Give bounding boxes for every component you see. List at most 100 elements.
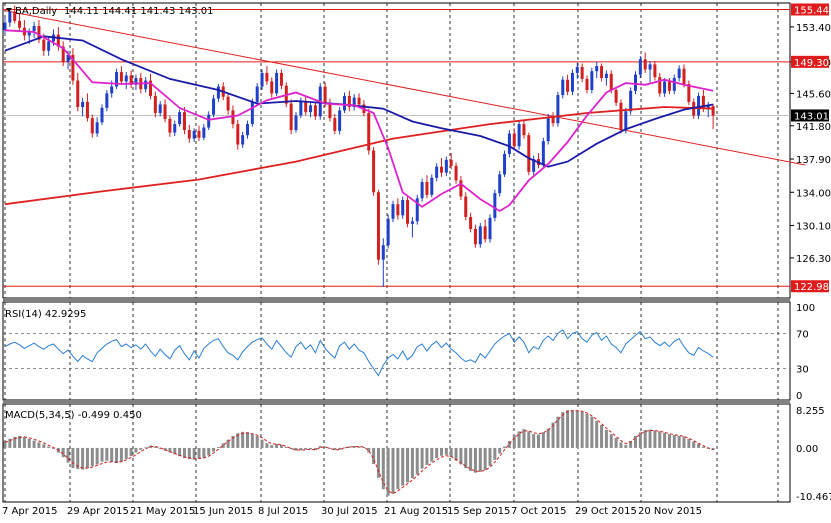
macd-histogram-bar — [590, 416, 594, 448]
candle-body — [522, 124, 526, 136]
date-tick-label: 21 May 2015 — [130, 506, 195, 517]
macd-histogram-bar — [61, 447, 65, 458]
macd-histogram-bar — [672, 435, 676, 448]
candle-body — [386, 218, 390, 246]
macd-histogram-bar — [488, 447, 492, 466]
macd-histogram-bar — [22, 436, 26, 448]
candle-body — [415, 198, 419, 222]
macd-histogram-bar — [216, 447, 220, 448]
candle-body — [275, 72, 279, 94]
level-price-tag — [791, 55, 829, 68]
macd-histogram-bar — [677, 435, 681, 448]
candle-body — [231, 110, 235, 125]
macd-histogram-bar — [532, 434, 536, 448]
macd-histogram-bar — [658, 431, 662, 448]
macd-histogram-bar — [323, 446, 327, 448]
dropdown-triangle-icon[interactable] — [6, 8, 12, 12]
macd-histogram-bar — [537, 434, 540, 448]
level-price-label: 149.30 — [794, 58, 829, 69]
macd-histogram-bar — [304, 447, 308, 450]
macd-histogram-bar — [212, 447, 216, 452]
candle-body — [304, 101, 308, 113]
macd-axis-label: -10.467 — [796, 492, 831, 503]
candle-body — [391, 204, 395, 219]
candle-body — [401, 199, 405, 216]
candle-body — [527, 135, 531, 172]
candle-body — [347, 95, 351, 108]
candle-body — [488, 217, 492, 240]
candle-body — [226, 96, 230, 111]
trendline — [4, 10, 806, 166]
macd-histogram-bar — [667, 434, 671, 448]
macd-panel[interactable] — [3, 410, 715, 496]
macd-histogram-bar — [367, 447, 371, 453]
candle-body — [677, 68, 681, 79]
date-tick-label: 8 Jul 2015 — [258, 506, 308, 517]
candle-body — [124, 75, 128, 82]
candle-body — [212, 98, 216, 115]
date-tick-label: 15 Sep 2015 — [447, 506, 510, 517]
macd-histogram-bar — [129, 447, 133, 457]
macd-histogram-bar — [449, 447, 453, 458]
price-tick-label: 126.30 — [796, 254, 831, 265]
candle-body — [37, 26, 41, 40]
date-tick-label: 7 Apr 2015 — [2, 506, 57, 517]
candle-body — [13, 11, 17, 21]
candle-body — [42, 39, 46, 51]
candle-body — [663, 81, 667, 94]
panel-frame — [2, 301, 791, 401]
date-tick-label: 30 Jul 2015 — [321, 506, 378, 517]
macd-histogram-bar — [459, 447, 463, 465]
macd-histogram-bar — [134, 447, 138, 453]
macd-histogram-bar — [221, 443, 225, 448]
rsi-panel[interactable] — [3, 329, 790, 377]
candle-body — [66, 55, 70, 62]
candle-body — [396, 204, 400, 216]
macd-histogram-bar — [619, 442, 623, 448]
macd-histogram-bar — [42, 444, 46, 448]
date-tick-label: 29 Apr 2015 — [67, 506, 129, 517]
symbol-label: BA,Daily — [15, 6, 57, 17]
price-panel[interactable] — [3, 5, 806, 287]
candle-body — [90, 118, 94, 134]
macd-histogram-bar — [682, 436, 686, 448]
candle-body — [246, 124, 249, 136]
candle-body — [435, 166, 439, 178]
macd-histogram-bar — [246, 432, 249, 448]
macd-histogram-bar — [318, 446, 322, 448]
macd-histogram-bar — [454, 447, 458, 461]
macd-histogram-bar — [18, 435, 22, 448]
macd-histogram-bar — [294, 447, 298, 451]
candle-body — [32, 26, 36, 32]
macd-histogram-bar — [444, 447, 448, 455]
macd-histogram-bar — [692, 441, 696, 448]
macd-histogram-bar — [546, 428, 550, 448]
macd-histogram-bar — [52, 447, 55, 449]
macd-histogram-bar — [595, 420, 599, 448]
candle-body — [236, 124, 240, 145]
candle-body — [367, 112, 371, 151]
macd-histogram-bar — [338, 447, 342, 450]
candle-body — [241, 135, 245, 145]
macd-histogram-bar — [512, 435, 516, 448]
candle-body — [658, 77, 662, 94]
candle-body — [216, 86, 220, 99]
macd-histogram-bar — [415, 447, 419, 475]
macd-histogram-bar — [473, 447, 477, 473]
candle-body — [178, 112, 182, 125]
candle-body — [265, 72, 269, 82]
level-price-tag — [791, 280, 829, 293]
macd-histogram-bar — [425, 447, 429, 465]
candle-body — [614, 89, 618, 103]
candle-body — [585, 78, 589, 90]
macd-histogram-bar — [561, 412, 565, 448]
candle-body — [464, 196, 468, 218]
macd-histogram-bar — [629, 441, 633, 448]
candle-body — [706, 106, 710, 109]
candle-body — [105, 93, 109, 108]
macd-histogram-bar — [352, 446, 356, 448]
macd-histogram-bar — [396, 447, 400, 490]
macd-histogram-bar — [265, 443, 269, 448]
